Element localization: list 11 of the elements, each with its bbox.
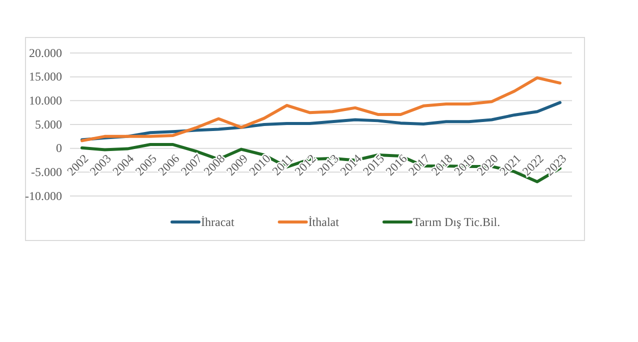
line-series (80, 76, 562, 142)
y-tick-label: -5.000 (31, 165, 62, 180)
legend-label: Tarım Dış Tic.Bil. (412, 215, 500, 230)
y-tick-label: 15.000 (29, 70, 62, 84)
y-tick-label: 10.000 (29, 94, 62, 108)
legend-label: İhracat (201, 215, 235, 230)
y-tick-label: 20.000 (29, 46, 62, 60)
y-tick-label: 0 (56, 141, 62, 156)
y-tick-label: -10.000 (25, 188, 62, 203)
y-tick-label: 5.000 (35, 117, 62, 132)
legend-label: İthalat (308, 215, 340, 230)
